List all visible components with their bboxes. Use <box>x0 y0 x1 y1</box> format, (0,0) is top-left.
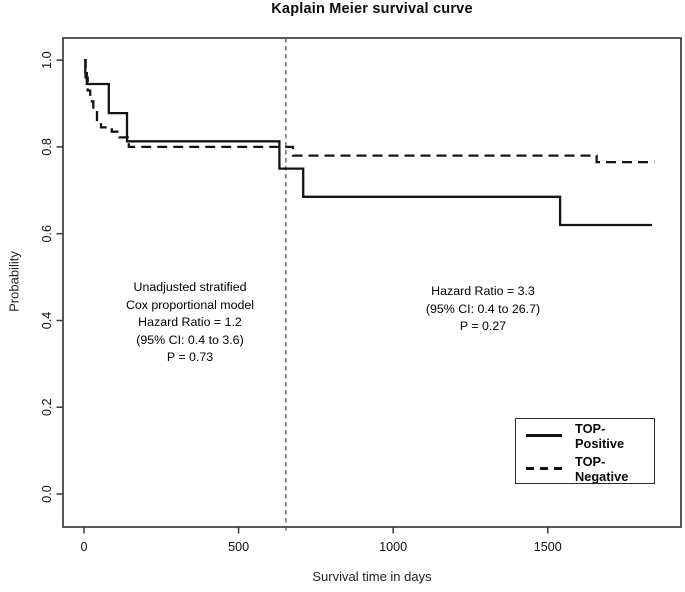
series-top-positive-curve <box>84 58 652 227</box>
y-tick-label: 0.8 <box>40 138 54 156</box>
legend-label: TOP-Positive <box>575 420 625 451</box>
annotation-line: Hazard Ratio = 3.3 <box>431 284 535 298</box>
chart-title: Kaplain Meier survival curve <box>271 1 473 17</box>
x-tick-label: 0 <box>80 540 87 554</box>
legend-item-top-positive: TOP-Positive <box>516 419 654 452</box>
x-tick-label: 1000 <box>379 540 407 554</box>
y-tick-label: 0.0 <box>40 485 54 503</box>
legend-label: TOP-Negative <box>575 453 629 484</box>
dashed-line-sample-icon <box>526 467 562 470</box>
annotation-line: (95% CI: 0.4 to 26.7) <box>425 301 541 316</box>
x-axis-label: Survival time in days <box>312 569 432 584</box>
y-axis-label: Probability <box>6 251 22 312</box>
y-tick-label: 0.4 <box>40 312 54 330</box>
annotation-hazard-ratio: Hazard Ratio = 3.3 (95% CI: 0.4 to 26.7)… <box>390 283 576 336</box>
annotation-line: Unadjusted stratified <box>133 280 247 294</box>
legend-item-top-negative: TOP-Negative <box>516 452 654 485</box>
series-top-negative-curve <box>84 58 655 164</box>
annotation-line: Hazard Ratio = 1.2 <box>138 315 242 330</box>
annotation-line: P = 0.27 <box>459 319 507 334</box>
x-tick-label: 1500 <box>534 540 562 554</box>
y-tick-label: 0.2 <box>40 398 54 416</box>
annotation-line: P = 0.73 <box>166 350 214 365</box>
x-tick-label: 500 <box>228 540 249 554</box>
y-tick-label: 1.0 <box>40 51 54 69</box>
plot-frame <box>62 37 682 528</box>
solid-line-sample-icon <box>526 434 562 437</box>
y-tick-label: 0.6 <box>40 225 54 243</box>
annotation-cox-model: Unadjusted stratified Cox proportional m… <box>95 279 285 367</box>
legend-box: TOP-Positive TOP-Negative <box>515 418 655 484</box>
axis-ticks: 0 500 1000 1500 1.0 0.8 0.6 0.4 0.2 0.0 <box>40 51 562 554</box>
annotation-line: (95% CI: 0.4 to 3.6) <box>136 332 244 347</box>
annotation-line: Cox proportional model <box>125 297 255 312</box>
